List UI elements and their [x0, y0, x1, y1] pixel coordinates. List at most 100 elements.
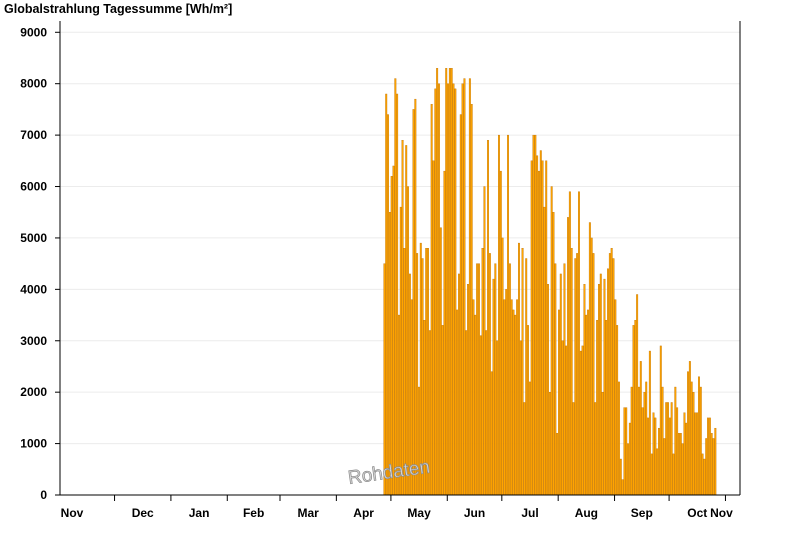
- bar: [454, 88, 457, 496]
- bar: [565, 345, 568, 496]
- bar: [501, 237, 504, 496]
- bar: [645, 381, 648, 496]
- bar: [692, 391, 695, 496]
- bar: [412, 109, 415, 496]
- bar: [556, 433, 559, 496]
- bar: [510, 299, 513, 496]
- bar: [514, 314, 517, 496]
- bar: [621, 479, 624, 496]
- bar: [405, 145, 408, 496]
- bar: [538, 170, 540, 496]
- bar: [521, 248, 524, 496]
- bar: [387, 114, 389, 496]
- bar: [534, 134, 537, 496]
- bar: [652, 412, 655, 496]
- x-tick-label: Jul: [521, 506, 538, 520]
- bar: [634, 320, 637, 496]
- bar: [710, 433, 713, 496]
- y-tick-label: 9000: [20, 25, 47, 39]
- bar: [401, 140, 404, 496]
- bar: [712, 438, 715, 496]
- bar: [450, 68, 453, 496]
- bar: [592, 253, 595, 496]
- x-tick-label: May: [407, 506, 431, 520]
- bar: [647, 417, 649, 496]
- bar: [607, 268, 609, 496]
- bar: [698, 376, 700, 496]
- bar: [474, 314, 477, 496]
- bar: [527, 325, 529, 496]
- bar: [414, 98, 417, 496]
- x-axis-ticks: Nov Dec Jan Feb Mar Apr May Jun Jul Aug Sep Oct Nov: [61, 495, 733, 520]
- bar: [630, 386, 633, 496]
- bar: [707, 417, 709, 496]
- y-tick-label: 2000: [20, 385, 47, 399]
- bar: [701, 453, 704, 496]
- bar: [407, 186, 409, 496]
- bar: [399, 206, 402, 496]
- bar: [618, 381, 620, 496]
- bar: [690, 381, 693, 496]
- y-axis-ticks: 0 1000 2000 3000 4000 5000 6000 7000 8000 9000: [20, 25, 60, 502]
- bar: [498, 134, 500, 496]
- x-tick-label: Jan: [189, 506, 210, 520]
- bar: [458, 273, 460, 496]
- bar: [543, 206, 546, 496]
- bar: [656, 448, 659, 496]
- bar: [383, 263, 386, 496]
- bar: [685, 422, 688, 496]
- bar: [665, 402, 668, 496]
- bar: [578, 191, 580, 496]
- bar: [545, 160, 548, 496]
- bar: [625, 407, 628, 496]
- bar: [394, 78, 397, 496]
- bar: [585, 314, 588, 496]
- bar: [643, 391, 646, 496]
- bar: [668, 417, 671, 496]
- bar: [512, 309, 515, 496]
- bar: [703, 458, 706, 496]
- bar: [507, 134, 509, 496]
- bar: [678, 433, 680, 496]
- bar: [708, 417, 711, 496]
- y-tick-label: 1000: [20, 437, 47, 451]
- bar: [638, 386, 640, 496]
- bar: [694, 412, 697, 496]
- bar: [658, 427, 660, 496]
- bar: [396, 93, 399, 496]
- x-tick-label: Apr: [353, 506, 374, 520]
- bar: [603, 278, 606, 496]
- bar: [530, 160, 533, 496]
- x-tick-label: Feb: [243, 506, 264, 520]
- bar: [468, 78, 471, 496]
- bar: [536, 155, 539, 496]
- bar: [670, 402, 673, 496]
- bar: [579, 350, 582, 496]
- bar: [699, 386, 702, 496]
- bar: [494, 263, 497, 496]
- y-tick-label: 4000: [20, 282, 47, 296]
- bar: [672, 453, 675, 496]
- bar: [516, 299, 519, 496]
- x-tick-label: Dec: [132, 506, 154, 520]
- bar: [572, 402, 575, 496]
- bar: [696, 412, 699, 496]
- bar: [558, 309, 560, 496]
- bar: [559, 273, 562, 496]
- bar: [385, 93, 388, 496]
- bar: [552, 212, 555, 496]
- x-tick-label: Jun: [464, 506, 485, 520]
- bar: [612, 258, 615, 496]
- bar: [465, 330, 468, 496]
- bar: [681, 443, 684, 496]
- bar: [661, 386, 664, 496]
- bar: [654, 417, 657, 496]
- bar: [496, 340, 499, 496]
- bar: [432, 160, 435, 496]
- x-tick-label: Sep: [631, 506, 653, 520]
- bar: [667, 402, 669, 496]
- bar: [639, 361, 642, 496]
- bar: [632, 325, 635, 496]
- bar: [683, 412, 686, 496]
- bar: [439, 227, 442, 496]
